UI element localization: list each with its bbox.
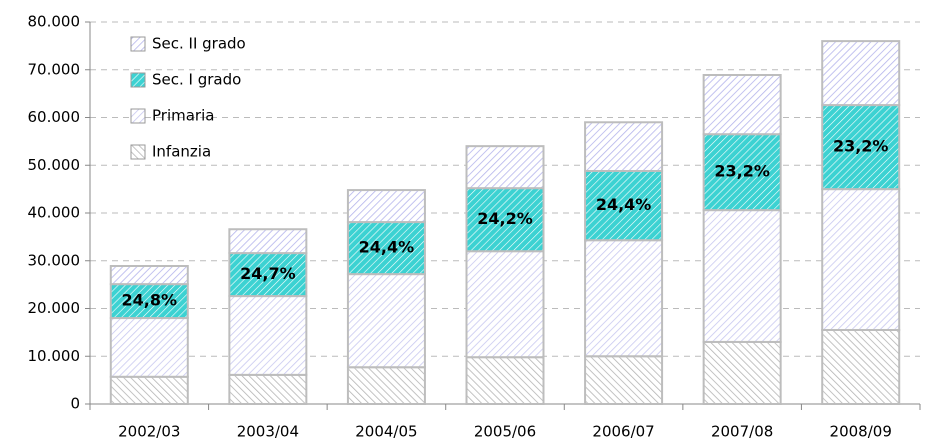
y-tick-label: 0 [70,395,80,413]
y-tick-label: 10.000 [28,347,81,365]
percent-label: 24,2% [477,209,533,228]
bar-segment [702,74,782,136]
percent-label: 24,4% [359,238,415,257]
legend-swatch [130,108,146,124]
bar-segment [228,252,308,298]
percent-label: 24,4% [596,195,652,214]
y-tick-label: 30.000 [28,251,81,269]
bar-segment [346,221,426,276]
x-tick-label: 2004/05 [355,423,417,441]
bar-segment [346,366,426,406]
y-tick-label: 50.000 [28,156,81,174]
bar-segment [821,188,901,331]
bar-segment [109,317,189,378]
bar-segment [346,189,426,224]
bar-segment [584,121,664,172]
legend-swatch [130,36,146,52]
bar-segment [228,373,308,405]
bar-segment [702,340,782,405]
x-tick-label: 2002/03 [118,423,180,441]
bar-segment [702,209,782,343]
bar-segment [228,295,308,376]
percent-label: 24,8% [122,291,178,310]
y-tick-label: 20.000 [28,299,81,317]
bar-segment [584,169,664,242]
x-tick-label: 2005/06 [474,423,536,441]
legend-label: Primaria [152,107,214,125]
percent-label: 24,7% [240,264,296,283]
bar-segment [584,239,664,358]
bar-segment [465,145,545,190]
y-tick-label: 40.000 [28,204,81,222]
x-tick-label: 2008/09 [830,423,892,441]
bar-segment [821,40,901,107]
y-tick-label: 60.000 [28,108,81,126]
bar-segment [465,187,545,253]
legend-label: Infanzia [152,143,211,161]
bar-segment [109,265,189,286]
bar-segment [821,328,901,405]
bar-segment [109,375,189,406]
legend-label: Sec. II grado [152,35,246,53]
y-tick-label: 80.000 [28,13,81,31]
bar-segment [346,273,426,369]
y-tick-label: 70.000 [28,60,81,78]
bar-segment [584,355,664,405]
percent-label: 23,2% [833,137,889,156]
bar-segment [821,104,901,191]
legend-label: Sec. I grado [152,71,241,89]
bar-segment [465,356,545,405]
percent-label: 23,2% [714,162,770,181]
bar-segment [228,228,308,255]
bar-segment [465,250,545,359]
x-tick-label: 2007/08 [711,423,773,441]
x-tick-label: 2006/07 [592,423,654,441]
legend-swatch [130,144,146,160]
legend-swatch [130,72,146,88]
x-tick-label: 2003/04 [237,423,299,441]
